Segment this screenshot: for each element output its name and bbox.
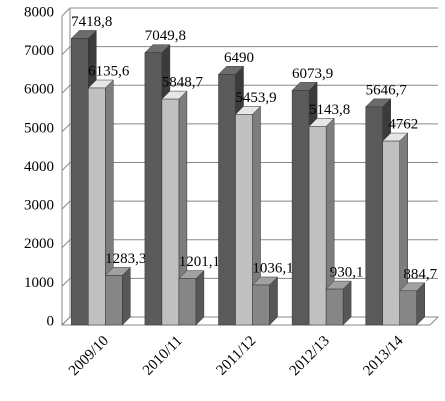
grid-line-depth (61, 278, 71, 287)
bar (71, 38, 89, 326)
bar (382, 140, 400, 326)
value-label: 6490 (224, 50, 254, 66)
bar-side (269, 276, 278, 326)
value-label: 4762 (388, 117, 418, 133)
y-tick-label: 0 (47, 313, 55, 329)
bar (235, 114, 253, 326)
grid-line-depth (61, 46, 71, 55)
bar (218, 74, 236, 326)
value-label: 5848,7 (162, 75, 204, 91)
grid-line-depth (61, 7, 71, 17)
x-tick-label: 2013/14 (360, 333, 406, 379)
value-label: 7418,8 (71, 14, 112, 30)
bar-side (195, 270, 205, 326)
bar (252, 284, 270, 326)
value-label: 6135,6 (88, 63, 130, 79)
bar (144, 52, 163, 326)
y-tick-label: 3000 (24, 198, 54, 214)
value-label: 884,7 (403, 266, 437, 282)
bar (105, 275, 123, 326)
x-tick-label: 2011/12 (214, 333, 260, 379)
bar (308, 126, 327, 326)
y-tick-label: 5000 (24, 120, 54, 136)
y-tick-label: 6000 (24, 82, 54, 98)
y-tick-label: 8000 (24, 4, 54, 20)
x-tick-label: 2010/11 (140, 333, 186, 379)
grid-line-depth (61, 162, 71, 171)
value-label: 6073,9 (292, 66, 333, 82)
grid-line-depth (61, 316, 71, 326)
value-label: 1201,1 (179, 254, 220, 270)
value-label: 1283,3 (105, 251, 146, 267)
grid-line-depth (61, 239, 71, 249)
grid-line-depth (61, 84, 71, 94)
bar (325, 288, 344, 326)
bar (399, 290, 417, 326)
value-label: 930,1 (330, 265, 364, 281)
x-tick-label: 2012/13 (287, 333, 333, 379)
y-tick-label: 2000 (24, 236, 54, 252)
bar (365, 106, 383, 326)
bar (291, 90, 310, 326)
y-tick-label: 4000 (24, 159, 54, 175)
value-label: 1036,1 (252, 260, 293, 276)
grid-line-depth (61, 200, 71, 210)
value-label: 5646,7 (366, 82, 408, 98)
bar (161, 98, 180, 326)
value-label: 5143,8 (309, 102, 350, 118)
bar (88, 87, 106, 326)
y-tick-label: 1000 (24, 275, 54, 291)
grid-line-depth (61, 123, 71, 133)
value-label: 7049,8 (145, 28, 186, 44)
x-tick-label: 2009/10 (66, 333, 112, 379)
y-tick-label: 7000 (24, 43, 54, 59)
bar-side (122, 266, 131, 326)
bar (178, 278, 197, 326)
value-label: 5453,9 (235, 90, 276, 106)
